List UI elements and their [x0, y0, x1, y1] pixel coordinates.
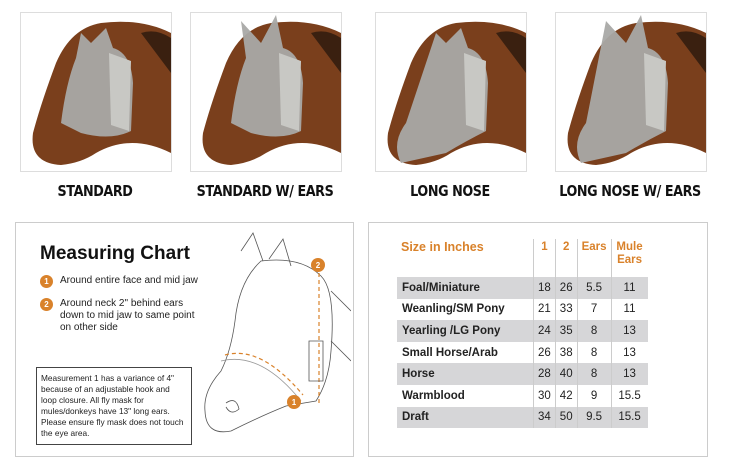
table-row: Draft 34 50 9.5 15.5 [397, 406, 648, 429]
product-label: LONG NOSE W/ EARS [559, 182, 701, 200]
size-value-cell: 5.5 [576, 277, 612, 299]
table-row: Small Horse/Arab 26 38 8 13 [397, 341, 648, 364]
size-value-cell: 15.5 [610, 384, 648, 407]
table-row: Horse 28 40 8 13 [397, 363, 648, 385]
size-value-cell: 8 [576, 320, 612, 342]
table-row: Weanling/SM Pony 21 33 7 11 [397, 298, 648, 321]
size-value-cell: 28 [533, 363, 556, 385]
size-name-cell: Small Horse/Arab [402, 346, 498, 359]
size-value-cell: 9.5 [576, 406, 612, 429]
product-photo-standard-ears [190, 12, 342, 172]
measuring-chart-title: Measuring Chart [40, 243, 190, 264]
size-value-cell: 34 [533, 406, 556, 429]
marker-2 [311, 258, 325, 272]
size-value-cell: 13 [610, 363, 648, 385]
size-value-cell: 50 [554, 406, 578, 429]
horse-mask-image [387, 21, 526, 165]
column-header: 1 [533, 239, 556, 277]
size-value-cell: 18 [533, 277, 556, 299]
horse-diagram: 2 1 [204, 232, 351, 433]
size-name-cell: Yearling /LG Pony [397, 320, 534, 342]
size-value-cell: 40 [554, 363, 578, 385]
size-value-cell: 21 [533, 298, 556, 321]
size-value-cell: 8 [576, 341, 612, 364]
size-name-cell: Horse [397, 363, 534, 385]
product-photo-standard [20, 12, 172, 172]
column-header: Mule Ears [610, 239, 648, 277]
size-value-cell: 26 [554, 277, 578, 299]
svg-text:1: 1 [292, 398, 297, 407]
size-value-cell: 13 [610, 320, 648, 342]
size-value-cell: 33 [554, 298, 578, 321]
size-name-cell: Draft [397, 406, 534, 429]
horse-mask-image [202, 15, 341, 165]
product-photo-long-nose-ears [555, 12, 707, 172]
table-row: Warmblood 30 42 9 15.5 [397, 384, 648, 407]
horse-mask-image [32, 21, 171, 165]
size-value-cell: 11 [610, 277, 648, 299]
size-value-cell: 7 [576, 298, 612, 321]
measurement-note: Measurement 1 has a variance of 4" becau… [36, 367, 192, 445]
size-value-cell: 11 [610, 298, 648, 321]
size-value-cell: 30 [533, 384, 556, 407]
product-label: STANDARD W/ EARS [196, 182, 334, 200]
size-value-cell: 24 [533, 320, 556, 342]
size-name-cell: Weanling/SM Pony [402, 303, 505, 316]
size-value-cell: 26 [533, 341, 556, 364]
column-header: 2 [554, 239, 578, 277]
horse-mask-image [567, 15, 706, 165]
size-value-cell: 8 [576, 363, 612, 385]
size-value-cell: 9 [576, 384, 612, 407]
product-label: STANDARD [57, 182, 133, 200]
measuring-chart-panel: Measuring Chart 1 Around entire face and … [15, 222, 354, 457]
size-value-cell: 13 [610, 341, 648, 364]
size-value-cell: 38 [554, 341, 578, 364]
size-table: Size in Inches 1 2 Ears Mule Ears Foal/Minia… [397, 239, 648, 429]
measure-step-2: 2 Around neck 2" behind ears down to mid … [40, 298, 200, 334]
size-name-cell: Warmblood [402, 389, 465, 402]
product-label: LONG NOSE [410, 182, 490, 200]
marker-1 [287, 395, 301, 409]
product-photo-long-nose [375, 12, 527, 172]
size-name-cell: Foal/Miniature [397, 277, 534, 299]
table-row: Foal/Miniature 18 26 5.5 11 [397, 277, 648, 299]
size-value-cell: 35 [554, 320, 578, 342]
column-header: Size in Inches [401, 240, 484, 254]
size-table-panel: Size in Inches 1 2 Ears Mule Ears Foal/Minia… [368, 222, 708, 457]
measure-step-1: 1 Around entire face and mid jaw [40, 275, 200, 288]
size-value-cell: 42 [554, 384, 578, 407]
column-header: Ears [576, 239, 612, 277]
svg-text:2: 2 [316, 261, 321, 270]
table-row: Yearling /LG Pony 24 35 8 13 [397, 320, 648, 342]
size-value-cell: 15.5 [610, 406, 648, 429]
